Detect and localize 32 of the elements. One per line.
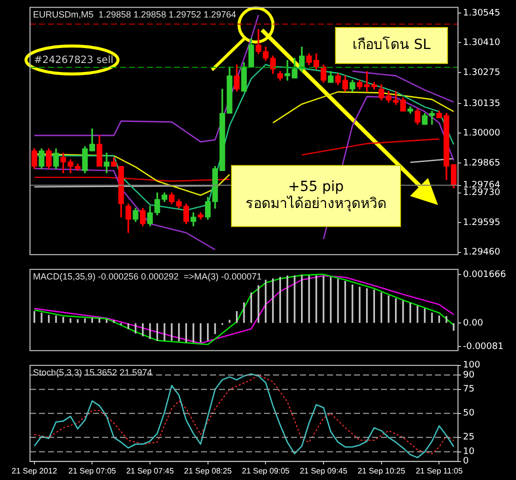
annotation: +55 pip xyxy=(288,179,344,196)
y-tick-label: 25 xyxy=(463,432,474,443)
y-tick-label: 1.29865 xyxy=(463,158,500,168)
y-tick-label: 90 xyxy=(463,370,475,380)
x-tick-label: 21 Sep 09:45 xyxy=(300,466,348,476)
y-tick-label: 1.30275 xyxy=(463,68,500,78)
chart-title: MACD(15,35,9) -0.000256 0.000292 =>MA(3) -0.000071 xyxy=(33,271,262,282)
annotation: รอดมาได้อย่างหวุดหวิด xyxy=(246,196,386,213)
x-tick-label: 21 Sep 08:25 xyxy=(184,466,232,476)
x-tick-label: 21 Sep 2012 xyxy=(12,466,58,476)
ref-line-label: #24267823 sell xyxy=(34,55,114,66)
x-tick-label: 21 Sep 09:05 xyxy=(242,466,290,476)
y-tick-label: 10 xyxy=(463,447,475,458)
x-tick-label: 21 Sep 07:45 xyxy=(126,466,174,476)
y-tick-label: 100 xyxy=(463,360,480,371)
y-tick-label: 1.29595 xyxy=(463,218,500,228)
y-tick-label: 0.00 xyxy=(463,318,484,328)
y-tick-label: 0 xyxy=(463,456,469,467)
y-tick-label: 75 xyxy=(463,384,474,395)
y-tick-label: 1.30410 xyxy=(463,38,500,48)
x-tick-label: 21 Sep 07:05 xyxy=(68,466,117,476)
y-tick-label: 1.30000 xyxy=(463,128,500,139)
y-tick-label: 50 xyxy=(463,408,475,419)
y-tick-label: 1.29460 xyxy=(463,248,500,258)
x-tick-label: 21 Sep 11:05 xyxy=(416,466,464,476)
y-tick-label: -0.00081 xyxy=(463,342,504,352)
y-tick-label: 0.001666 xyxy=(463,270,506,280)
y-tick-label: 1.30135 xyxy=(463,98,500,109)
chart-title: EURUSDm,M5 1.29858 1.29858 1.29752 1.29764 xyxy=(33,9,236,20)
y-tick-label: 1.30545 xyxy=(463,8,500,18)
x-tick-label: 21 Sep 10:25 xyxy=(358,466,406,476)
annotation: เกือบโดน SL xyxy=(352,37,431,54)
